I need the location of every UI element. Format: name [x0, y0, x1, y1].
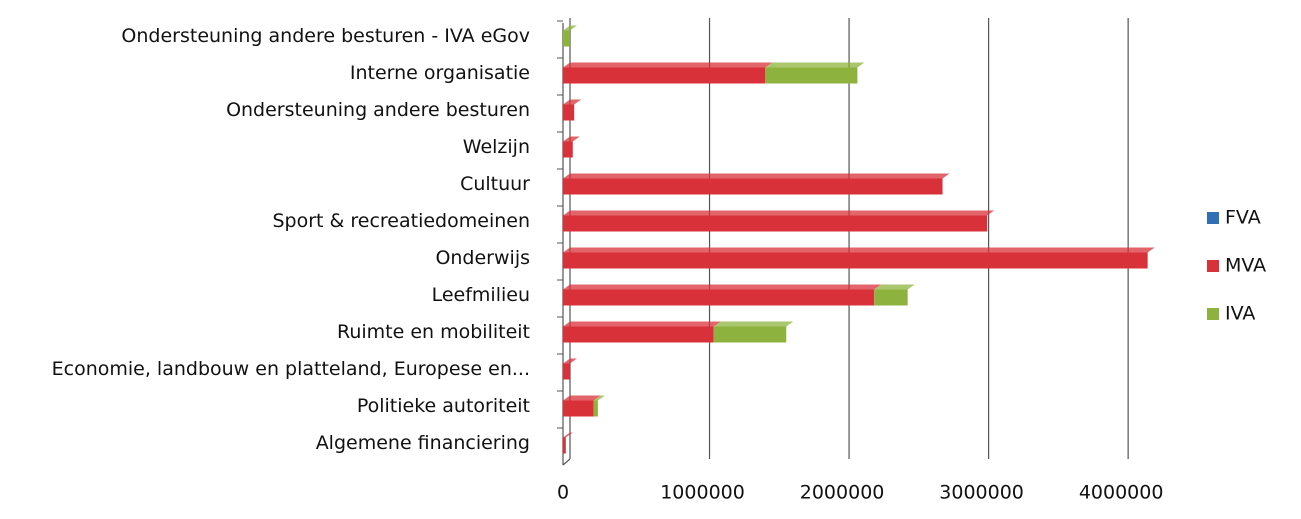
bar-top — [563, 173, 950, 179]
bar-top — [874, 284, 915, 290]
bar-top — [563, 284, 882, 290]
bar — [563, 400, 594, 417]
bar-top — [563, 136, 580, 142]
y-tick-label: Ruimte en mobiliteit — [337, 321, 530, 343]
legend-label: FVA — [1225, 207, 1261, 229]
y-tick-label: Ondersteuning andere besturen — [226, 99, 530, 121]
x-tick-label: 1000000 — [660, 482, 745, 504]
bar — [593, 400, 598, 417]
bar-top — [563, 247, 1155, 253]
y-tick-label: Interne organisatie — [350, 62, 530, 84]
y-tick-label: Economie, landbouw en platteland, Europe… — [52, 358, 530, 380]
bar — [563, 30, 570, 47]
bar-top — [563, 62, 773, 68]
bar-top — [765, 62, 865, 68]
y-tick-label: Ondersteuning andere besturen - IVA eGov — [121, 25, 530, 47]
bar — [563, 141, 573, 158]
bar — [563, 215, 988, 232]
bar — [563, 252, 1148, 269]
bar — [563, 67, 766, 84]
bar-top — [713, 321, 794, 327]
y-tick-label: Leefmilieu — [432, 284, 530, 306]
bar — [563, 326, 714, 343]
bar-top — [593, 395, 605, 401]
y-tick-label: Sport & recreatiedomeinen — [272, 210, 530, 232]
bar-top — [563, 358, 577, 364]
bar — [563, 178, 943, 195]
y-tick-label: Politieke autoriteit — [357, 395, 530, 417]
bar-top — [563, 321, 721, 327]
bar-top — [563, 395, 601, 401]
y-tick-label: Cultuur — [460, 173, 530, 195]
bar — [563, 104, 575, 121]
legend-label: IVA — [1225, 303, 1255, 325]
legend-swatch — [1207, 212, 1219, 224]
x-tick-label: 2000000 — [800, 482, 885, 504]
bar — [563, 289, 875, 306]
bar — [563, 437, 566, 454]
legend-swatch — [1207, 308, 1219, 320]
y-tick-label: Onderwijs — [435, 247, 530, 269]
x-tick-label: 0 — [557, 482, 569, 504]
legend-swatch — [1207, 260, 1219, 272]
bar-top — [563, 210, 995, 216]
y-tick-label: Welzijn — [463, 136, 530, 158]
x-tick-label: 3000000 — [939, 482, 1024, 504]
bar — [874, 289, 908, 306]
x-tick-label: 4000000 — [1079, 482, 1164, 504]
legend-label: MVA — [1225, 255, 1266, 277]
bar — [765, 67, 858, 84]
bar — [563, 363, 570, 380]
bar-top — [563, 432, 573, 438]
bar-top — [563, 99, 582, 105]
bar-top — [563, 25, 577, 31]
y-tick-label: Algemene financiering — [316, 432, 530, 454]
axis-line — [562, 458, 571, 466]
bar — [713, 326, 787, 343]
